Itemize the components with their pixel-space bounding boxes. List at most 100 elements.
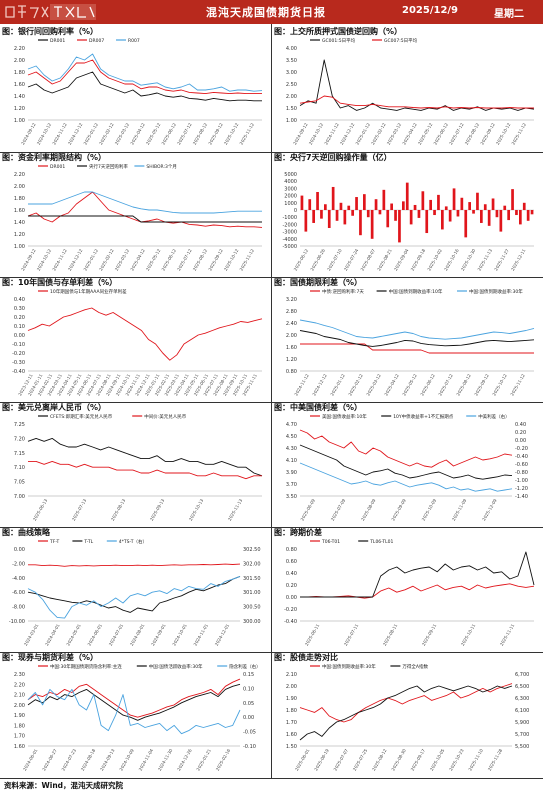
series-line xyxy=(28,563,241,567)
y-tick-label: 0.20 xyxy=(14,315,25,321)
bar xyxy=(300,195,304,210)
y2-tick-label: 301.00 xyxy=(243,590,261,596)
x-tick-label: 2025-10-05 xyxy=(429,748,446,772)
x-tick-label: 2024-09-12 xyxy=(20,122,37,146)
chart-panel-p1: 图：银行间回购利率（%） 2.20 2.00 1.80 1.60 1.40 1.20 1.00… xyxy=(0,26,270,153)
y-tick-label: 2.30 xyxy=(14,672,25,678)
x-tick-label: 2024-10-12 xyxy=(36,122,53,146)
bar xyxy=(347,205,351,210)
x-tick-label: 2024-07-23 xyxy=(61,748,78,772)
y-tick-label: 2.00 xyxy=(286,333,297,339)
y2-tick-label: 5,500 xyxy=(515,744,529,750)
bar xyxy=(456,210,460,217)
chart-title: 图：跨期价差 xyxy=(274,528,322,537)
y-tick-label: 2.10 xyxy=(14,693,25,699)
legend-label: 中国:30年期国债期货隐含利率:主连 xyxy=(50,663,122,670)
column-divider xyxy=(271,24,272,779)
chart-p7: 7.25 7.20 7.15 7.10 7.05 7.00 2025-06-13 2025-0… xyxy=(14,413,263,522)
legend-label: 央行7天逆回购利率 xyxy=(89,163,128,170)
y-tick-label: 1.60 xyxy=(14,744,25,750)
bar xyxy=(382,189,386,210)
bar xyxy=(448,210,452,222)
y-tick-label: -5000 xyxy=(282,244,297,250)
x-tick-label: 2025-03-12 xyxy=(386,122,403,146)
y-tick-label: 0.40 xyxy=(286,571,297,577)
x-tick-label: 2025-01-12 xyxy=(83,122,100,146)
x-tick-label: 2025-10-23 xyxy=(448,748,465,772)
chart-panel-p11: 图：现券与期货利差（%） 2.30 2.20 2.10 2.00 1.90 1.80 1.70… xyxy=(0,652,270,779)
x-tick-label: 2024-04-01 xyxy=(44,623,61,647)
chart-panel-p3: 图：资金利率期限结构（%） 2.20 2.00 1.80 1.60 1.40 1.20 1.0… xyxy=(0,152,270,279)
y-tick-label: 3.90 xyxy=(286,470,297,476)
x-tick-label: 2025-08-12 xyxy=(371,748,388,772)
x-tick-label: 2025-07-25 xyxy=(352,748,369,772)
y-tick-label: 2.00 xyxy=(14,58,25,64)
bar xyxy=(499,210,503,232)
x-tick-label: 2025-10-13 xyxy=(188,498,205,522)
y-tick-label: 3000 xyxy=(284,186,297,192)
x-tick-label: 2024-03-01 xyxy=(23,623,40,647)
y-tick-label: 1.80 xyxy=(14,723,25,729)
chart-p8: 4.70 4.50 4.30 4.10 3.90 3.70 3.50 0.40 0.20 0.00… xyxy=(286,413,528,522)
y-tick-label: 2.00 xyxy=(286,94,297,100)
y-tick-label: 2.20 xyxy=(14,46,25,52)
bar xyxy=(476,192,479,210)
chart-title: 图：国债期限利差（%） xyxy=(274,278,363,287)
chart-panel-p4: 图：央行7天逆回购操作量（亿） 5000 4000 3000 2000 1000 0 -100… xyxy=(272,152,542,279)
series-line xyxy=(299,462,513,492)
y2-tick-label: 0.10 xyxy=(243,686,254,692)
series-line xyxy=(299,319,535,340)
x-tick-label: 2025-03-12 xyxy=(365,373,382,397)
bar xyxy=(491,198,495,210)
row-divider xyxy=(0,152,543,153)
y2-tick-label: 6,700 xyxy=(515,672,529,678)
y-tick-label: 1.20 xyxy=(286,357,297,363)
series-line xyxy=(299,444,513,480)
y2-tick-label: 301.50 xyxy=(243,576,261,582)
y-tick-label: -2000 xyxy=(282,222,297,228)
x-tick-label: 2025-07-07 xyxy=(333,748,350,772)
x-tick-label: 2024-11-01 xyxy=(193,623,210,647)
y-tick-label: 1.00 xyxy=(286,118,297,124)
legend-label: 10Y中债收益率+1不汇报期点 xyxy=(393,413,454,420)
x-tick-label: 2025-06-09 xyxy=(300,498,317,522)
y-tick-label: 1.20 xyxy=(14,232,25,238)
y-tick-label: 3.70 xyxy=(286,482,297,488)
x-tick-label: 2025-01-12 xyxy=(329,373,346,397)
y-tick-label: 0.80 xyxy=(286,547,297,553)
y-tick-label: 4.00 xyxy=(286,46,297,52)
y2-tick-label: -1.40 xyxy=(515,494,528,500)
bar xyxy=(507,210,510,221)
report-header: 混沌天成国债期货日报 2025/12/9 星期二 xyxy=(0,0,543,24)
chart-panel-p8: 图：中美国债利差（%） 4.70 4.50 4.30 4.10 3.90 3.70 3.50 0… xyxy=(272,402,542,529)
x-tick-label: 2024-06-27 xyxy=(41,748,58,772)
y-tick-label: 1.00 xyxy=(14,118,25,124)
series-line xyxy=(28,215,262,223)
y-tick-label: 2.20 xyxy=(14,172,25,178)
x-tick-label: 2025-08-12 xyxy=(192,248,209,272)
x-tick-label: 2025-11-12 xyxy=(511,122,528,146)
y-tick-label: 2.10 xyxy=(286,672,297,678)
x-tick-label: 2025-06-01 xyxy=(294,748,311,772)
x-tick-label: 2025-09-17 xyxy=(410,748,427,772)
x-tick-label: 2025-06-19 xyxy=(313,748,330,772)
series-line xyxy=(27,307,263,361)
x-tick-label: 2025-07-11 xyxy=(343,623,360,647)
x-tick-label: 2025-10-12 xyxy=(495,122,512,146)
x-tick-label: 2025-04-12 xyxy=(129,248,146,272)
y-tick-label: 2.20 xyxy=(14,682,25,688)
chart-title: 图：银行间回购利率（%） xyxy=(2,27,99,36)
y-tick-label: 4.70 xyxy=(286,422,297,428)
bar xyxy=(409,210,413,225)
chart-p11: 2.30 2.20 2.10 2.00 1.90 1.80 1.70 1.60 0.15 0.10… xyxy=(14,663,261,772)
bar xyxy=(308,199,312,210)
y2-tick-label: 6,300 xyxy=(515,696,529,702)
series-line xyxy=(299,330,535,347)
x-tick-label: 2025-10-02 xyxy=(426,248,443,272)
source-note: 资料来源：Wind，混沌天成研究院 xyxy=(4,781,124,790)
y2-tick-label: -1.20 xyxy=(515,486,528,492)
bar xyxy=(386,210,390,228)
x-tick-label: 2025-09-12 xyxy=(207,248,224,272)
x-tick-label: 2024-09-12 xyxy=(292,122,309,146)
